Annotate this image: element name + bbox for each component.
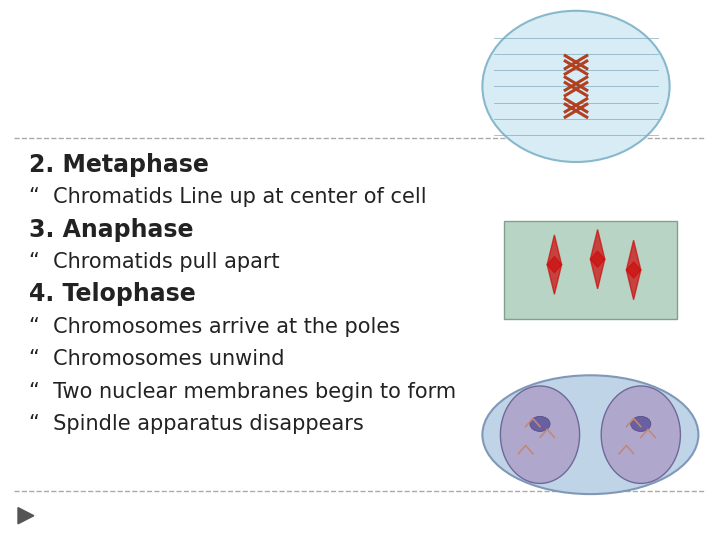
Ellipse shape	[482, 375, 698, 494]
Polygon shape	[590, 251, 605, 289]
Text: “  Chromatids Line up at center of cell: “ Chromatids Line up at center of cell	[29, 187, 426, 207]
Polygon shape	[626, 240, 641, 278]
Ellipse shape	[530, 416, 550, 431]
Text: 3. Anaphase: 3. Anaphase	[29, 218, 193, 241]
Ellipse shape	[601, 386, 680, 483]
Ellipse shape	[482, 11, 670, 162]
Polygon shape	[626, 262, 641, 300]
Polygon shape	[547, 235, 562, 273]
Text: “  Chromosomes arrive at the poles: “ Chromosomes arrive at the poles	[29, 316, 400, 337]
Text: 4. Telophase: 4. Telophase	[29, 282, 196, 306]
Text: “  Spindle apparatus disappears: “ Spindle apparatus disappears	[29, 414, 364, 434]
Text: “  Chromatids pull apart: “ Chromatids pull apart	[29, 252, 279, 272]
Text: “  Two nuclear membranes begin to form: “ Two nuclear membranes begin to form	[29, 381, 456, 402]
Ellipse shape	[631, 416, 651, 431]
Polygon shape	[547, 256, 562, 294]
Text: “  Chromosomes unwind: “ Chromosomes unwind	[29, 349, 284, 369]
Polygon shape	[18, 508, 34, 524]
Text: 2. Metaphase: 2. Metaphase	[29, 153, 209, 177]
Polygon shape	[590, 230, 605, 267]
Ellipse shape	[500, 386, 580, 483]
FancyBboxPatch shape	[504, 221, 677, 319]
